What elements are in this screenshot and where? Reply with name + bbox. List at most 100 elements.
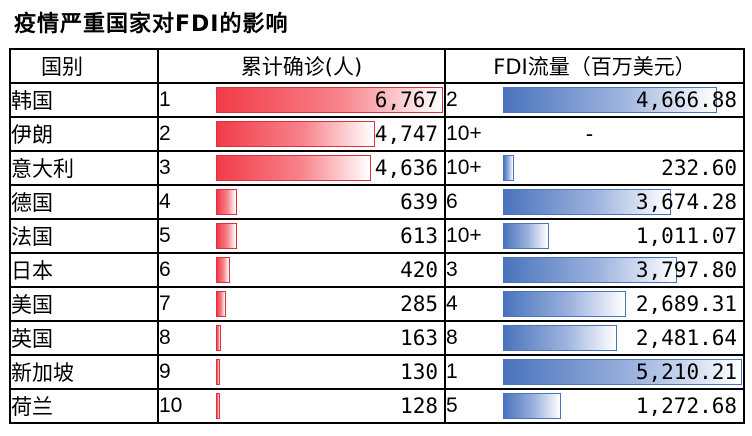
- case-cell: 285: [216, 286, 447, 322]
- case-bar: [216, 189, 238, 215]
- case-value: 285: [400, 292, 439, 316]
- fdi-cell: 3,674.28: [503, 184, 746, 220]
- case-value: 4,636: [374, 156, 439, 180]
- country-name: 意大利: [9, 150, 159, 186]
- fdi-rank: 6: [444, 184, 504, 220]
- fdi-cell: 3,797.80: [503, 252, 746, 288]
- case-bar: [216, 223, 237, 249]
- case-cell: 128: [216, 388, 447, 424]
- case-value: 128: [400, 394, 439, 418]
- fdi-bar: [503, 359, 742, 385]
- case-rank: 8: [157, 320, 216, 356]
- fdi-value: 5,210.21: [635, 360, 738, 384]
- case-cell: 130: [216, 354, 447, 390]
- header-fdi: FDI流量（百万美元）: [444, 48, 746, 84]
- fdi-rank: 4: [444, 286, 504, 322]
- fdi-value: 2,481.64: [635, 326, 738, 350]
- case-bar: [216, 393, 221, 419]
- fdi-cell: 2,689.31: [503, 286, 746, 322]
- fdi-cell: 4,666.88: [503, 82, 746, 118]
- case-cell: 163: [216, 320, 447, 356]
- case-rank: 6: [157, 252, 216, 288]
- fdi-value: 1,272.68: [635, 394, 738, 418]
- table-body: 韩国 1 6,767 2 4,666.88 伊朗 2 4,747 10+ - 意大利 3 4,636 10…: [9, 82, 746, 424]
- case-rank: 4: [157, 184, 216, 220]
- fdi-rank: 1: [444, 354, 504, 390]
- case-cell: 4,636: [216, 150, 447, 186]
- case-rank: 3: [157, 150, 216, 186]
- data-table: 国别 累计确诊(人) FDI流量（百万美元） 韩国 1 6,767 2 4,666.88…: [9, 48, 746, 424]
- table-row: 韩国 1 6,767 2 4,666.88: [9, 82, 746, 118]
- case-value: 4,747: [374, 122, 439, 146]
- fdi-cell: 5,210.21: [503, 354, 746, 390]
- fdi-value: 4,666.88: [635, 88, 738, 112]
- fdi-value: 232.60: [661, 156, 738, 180]
- case-cell: 6,767: [216, 82, 447, 118]
- fdi-value: 1,011.07: [635, 224, 738, 248]
- case-bar: [216, 291, 226, 317]
- fdi-rank: 8: [444, 320, 504, 356]
- country-name: 美国: [9, 286, 159, 322]
- table-row: 日本 6 420 3 3,797.80: [9, 252, 746, 288]
- table-row: 德国 4 639 6 3,674.28: [9, 184, 746, 220]
- case-rank: 5: [157, 218, 216, 254]
- header-country: 国别: [9, 48, 159, 84]
- table-row: 新加坡 9 130 1 5,210.21: [9, 354, 746, 390]
- country-name: 伊朗: [9, 116, 159, 152]
- case-rank: 9: [157, 354, 216, 390]
- fdi-cell: 1,011.07: [503, 218, 746, 254]
- fdi-rank: 2: [444, 82, 504, 118]
- country-name: 德国: [9, 184, 159, 220]
- table-row: 荷兰 10 128 5 1,272.68: [9, 388, 746, 424]
- fdi-cell: 1,272.68: [503, 388, 746, 424]
- case-cell: 639: [216, 184, 447, 220]
- fdi-cell: -: [503, 116, 746, 152]
- case-value: 130: [400, 360, 439, 384]
- case-value: 6,767: [374, 88, 439, 112]
- table-row: 伊朗 2 4,747 10+ -: [9, 116, 746, 152]
- fdi-rank: 10+: [444, 116, 504, 152]
- table-row: 法国 5 613 10+ 1,011.07: [9, 218, 746, 254]
- table-row: 意大利 3 4,636 10+ 232.60: [9, 150, 746, 186]
- table-row: 美国 7 285 4 2,689.31: [9, 286, 746, 322]
- fdi-bar: [503, 189, 672, 215]
- country-name: 法国: [9, 218, 159, 254]
- fdi-bar: [503, 223, 550, 249]
- fdi-value: 3,674.28: [635, 190, 738, 214]
- fdi-rank: 5: [444, 388, 504, 424]
- case-bar: [216, 121, 376, 147]
- fdi-bar: [503, 87, 717, 113]
- case-bar: [216, 257, 231, 283]
- case-value: 163: [400, 326, 439, 350]
- case-value: 420: [400, 258, 439, 282]
- page-title: 疫情严重国家对FDI的影响: [14, 12, 289, 37]
- country-name: 日本: [9, 252, 159, 288]
- table-row: 英国 8 163 8 2,481.64: [9, 320, 746, 356]
- fdi-rank: 10+: [444, 218, 504, 254]
- header-cases: 累计确诊(人): [156, 48, 447, 84]
- case-cell: 613: [216, 218, 447, 254]
- case-value: 613: [400, 224, 439, 248]
- case-rank: 7: [157, 286, 216, 322]
- fdi-rank: 3: [444, 252, 504, 288]
- fdi-cell: 232.60: [503, 150, 746, 186]
- fdi-value: 3,797.80: [635, 258, 738, 282]
- fdi-value: 2,689.31: [635, 292, 738, 316]
- case-cell: 4,747: [216, 116, 447, 152]
- country-name: 荷兰: [9, 388, 159, 424]
- fdi-bar: [503, 325, 617, 351]
- case-bar: [216, 325, 222, 351]
- fdi-bar: [503, 291, 627, 317]
- case-bar: [216, 155, 372, 181]
- case-bar: [216, 359, 221, 385]
- fdi-cell: 2,481.64: [503, 320, 746, 356]
- case-value: 639: [400, 190, 439, 214]
- fdi-bar: [503, 155, 514, 181]
- fdi-bar: [503, 257, 678, 283]
- country-name: 英国: [9, 320, 159, 356]
- fdi-bar: [503, 393, 562, 419]
- case-bar: [216, 87, 443, 113]
- case-rank: 1: [157, 82, 216, 118]
- country-name: 新加坡: [9, 354, 159, 390]
- case-rank: 10: [157, 388, 216, 424]
